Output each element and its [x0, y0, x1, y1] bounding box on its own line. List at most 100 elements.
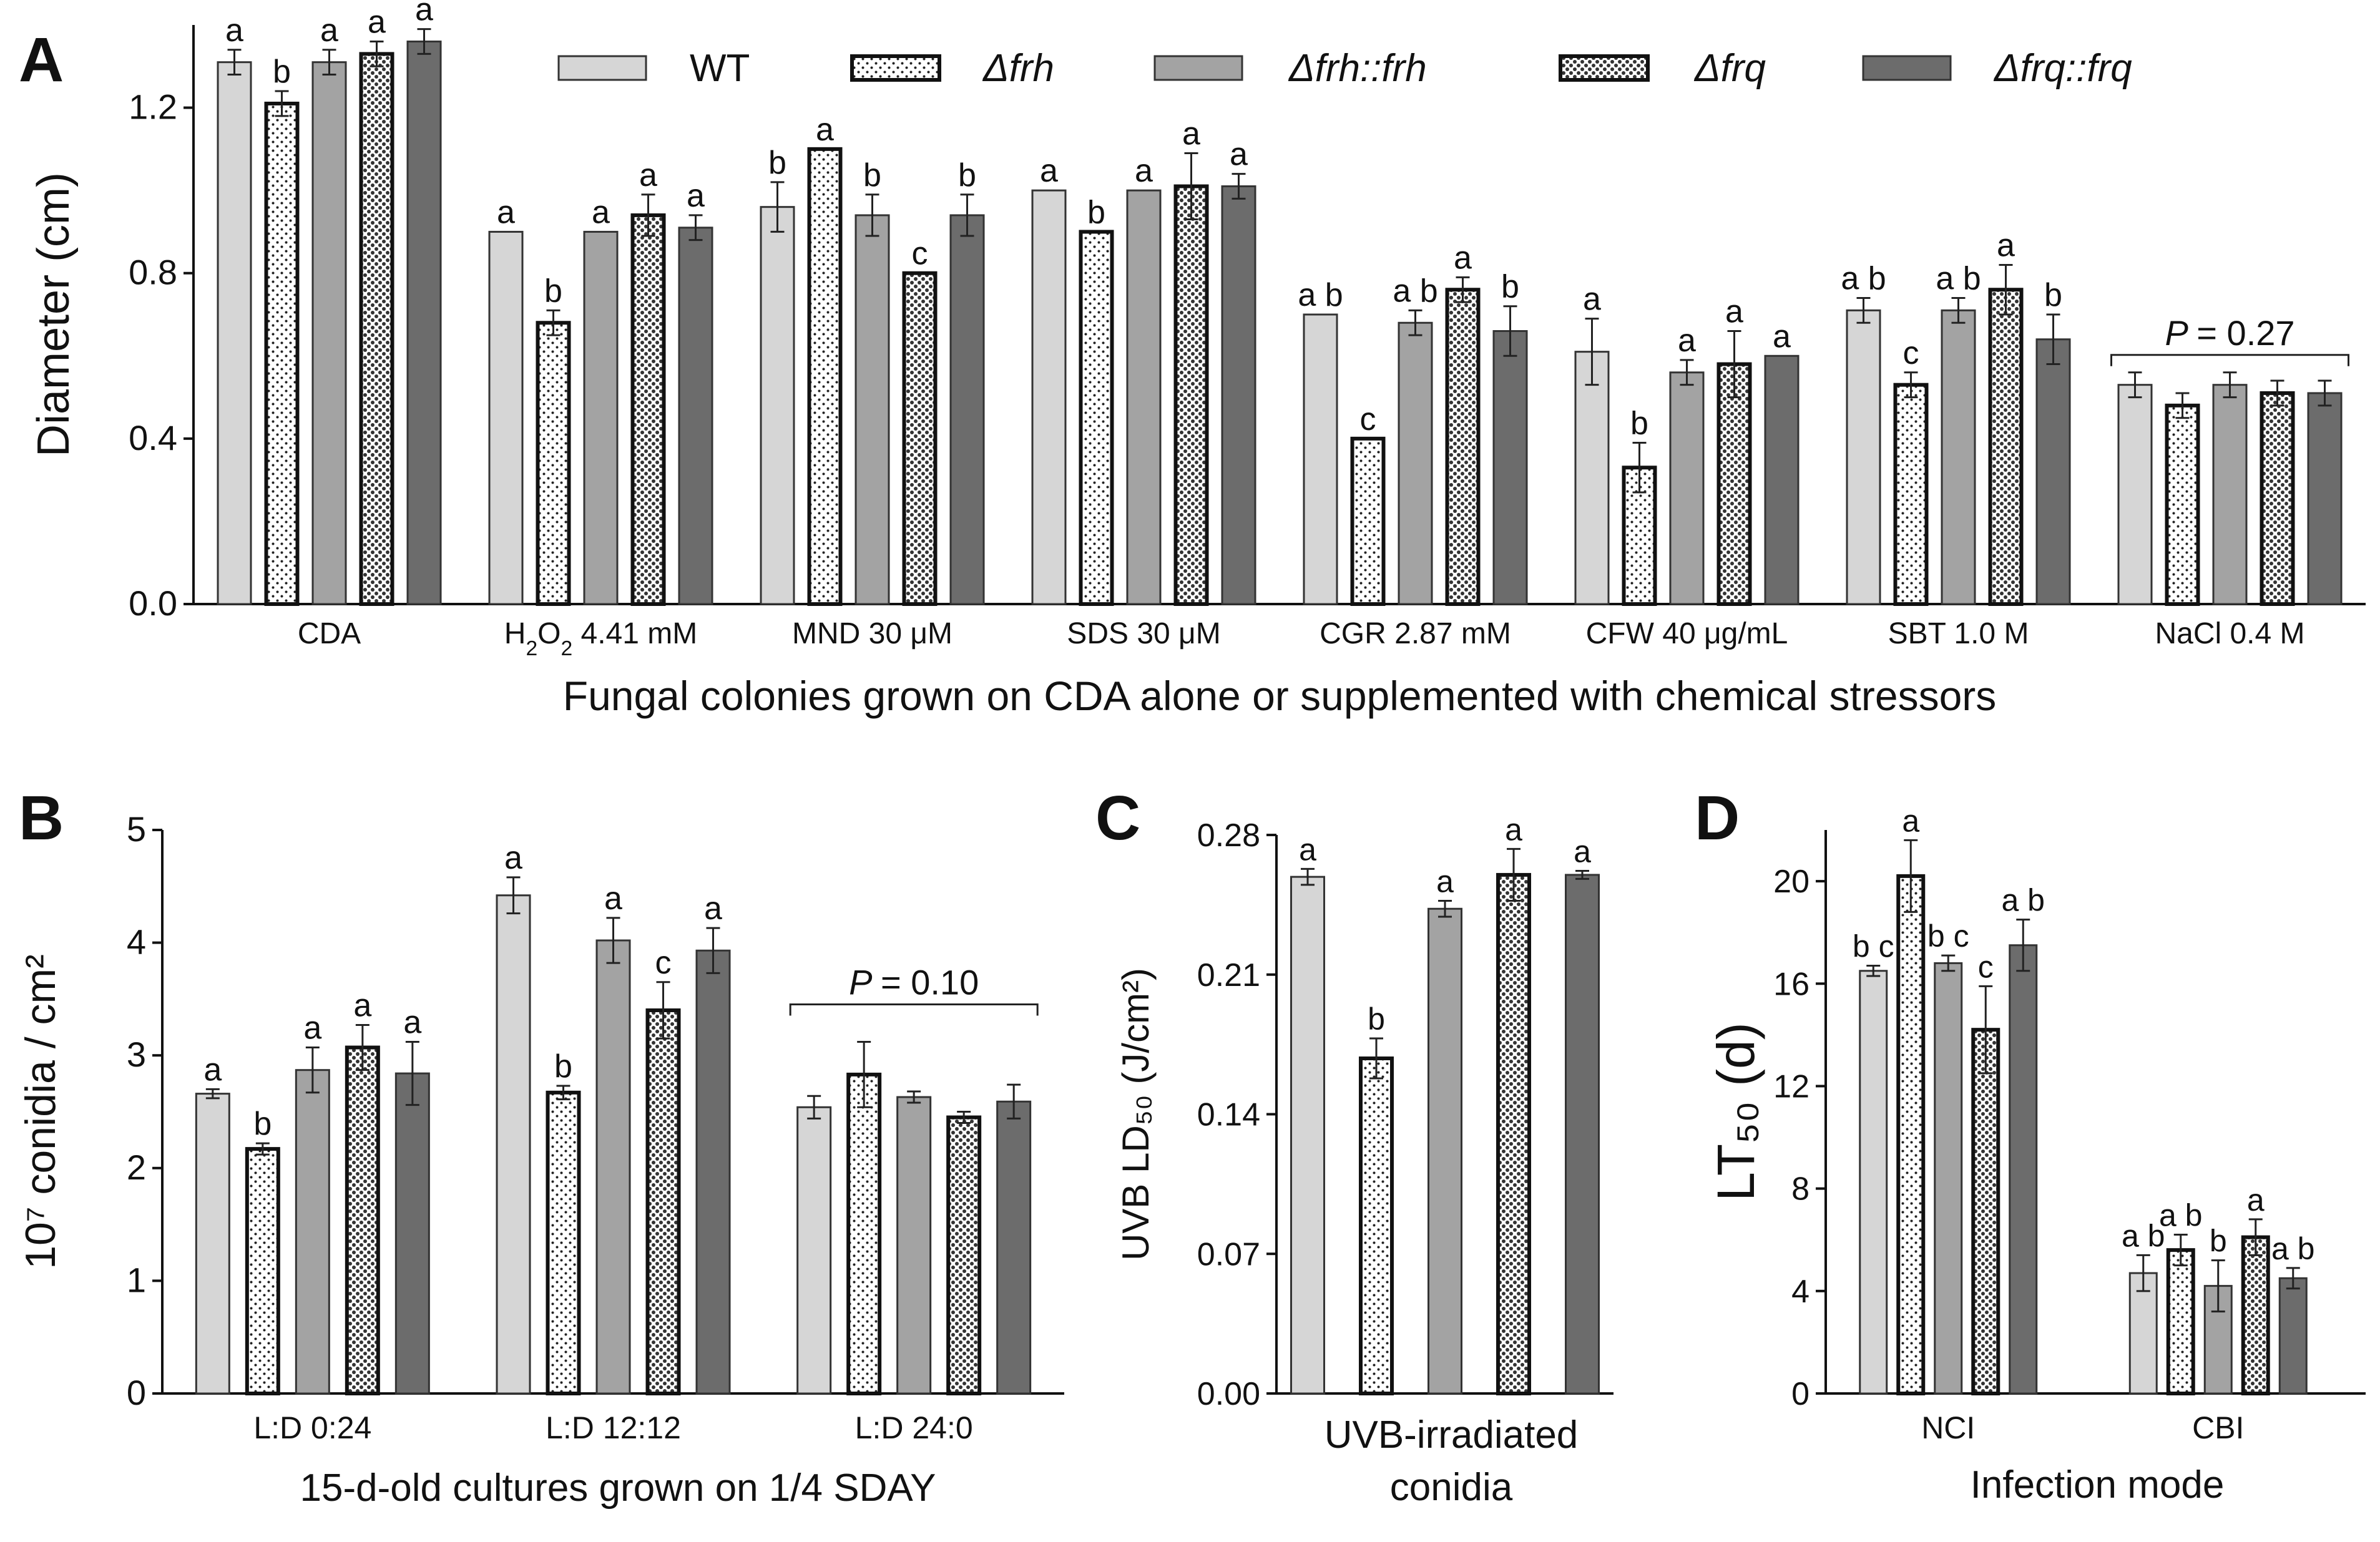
significance-letter: a [303, 1010, 321, 1047]
bar-frh-cgr-2-87-mm [1350, 436, 1386, 606]
x-axis-label: Fungal colonies grown on CDA alone or su… [563, 673, 1997, 719]
bar-wt-h2o2-4-41-mm [488, 230, 524, 605]
bar-frh-frh-l-d-24-0 [896, 1096, 932, 1395]
significance-letter: a [320, 12, 338, 49]
x-tick-label-cda: CDA [298, 617, 361, 650]
y-tick-label: 20 [1773, 864, 1809, 900]
significance-letter: a [353, 987, 371, 1023]
error-bar [305, 1047, 320, 1094]
significance-letter: b [768, 145, 786, 181]
legend-swatch-frq-comp [1862, 55, 1952, 81]
x-tick-label-sds-30-m: SDS 30 μM [1067, 617, 1220, 650]
error-bar [1232, 173, 1246, 200]
error-bar [865, 193, 879, 237]
panel-letter-c: C [1095, 783, 1140, 853]
error-bar [1456, 276, 1470, 303]
bar-frh-l-d-0-24 [245, 1147, 280, 1396]
y-tick-label: 0.28 [1197, 817, 1260, 854]
bar-wt-nacl-0-4-m [2117, 384, 2153, 605]
error-bar [1979, 985, 1993, 1075]
error-bar [370, 41, 384, 67]
y-tick-label: 8 [1791, 1171, 1809, 1208]
y-tick-label: 4 [127, 922, 146, 962]
bar-frq-frq-sbt-1-0-m [2035, 338, 2071, 605]
y-tick-label: 1 [127, 1260, 146, 1299]
significance-letter: b [1087, 194, 1105, 230]
y-tick-label: 1.2 [129, 87, 177, 127]
error-bar [205, 1088, 220, 1100]
bar-wt-c [1290, 876, 1325, 1395]
error-bar [1904, 839, 1918, 913]
significance-letter: b c [1853, 929, 1894, 964]
panel-letter-b: B [19, 783, 64, 853]
error-bar [1951, 296, 1966, 324]
significance-letter: a [2247, 1183, 2265, 1217]
bar-frq-frq-cbi [2278, 1277, 2308, 1395]
panel-b: 0 1 2 3 4 5 10⁷ conidia / cm² 15-d-old cultures… [17, 809, 1064, 1510]
bar-frh-nacl-0-4-m [2165, 403, 2200, 606]
legend-entry-frh-comp: Δfrh::frh [1153, 47, 1427, 90]
significance-letter: c [655, 945, 672, 981]
significance-letter: c [1360, 401, 1376, 437]
significance-letter: a b [2159, 1198, 2203, 1233]
bar-frh-frh-nci [1934, 962, 1963, 1395]
error-bar [2223, 371, 2237, 399]
significance-letter: b c [1927, 919, 1969, 954]
bar-frq-frq-cda [406, 41, 442, 605]
p-value-label: P = 0.27 [2165, 313, 2294, 353]
bar-frq-frq-mnd-30-m [949, 214, 985, 605]
significance-letter: a [639, 157, 657, 193]
error-bar [2175, 392, 2190, 419]
significance-letter: b [2210, 1224, 2227, 1259]
significance-letter: a b [1841, 260, 1886, 296]
error-bar [2318, 379, 2332, 407]
bar-frh-cbi [2166, 1248, 2195, 1396]
significance-letter: a b [2271, 1231, 2315, 1266]
bar-wt-l-d-0-24 [195, 1093, 230, 1395]
significance-letter: a [203, 1052, 222, 1088]
x-axis-label: UVB-irradiated [1325, 1413, 1579, 1457]
error-bar [957, 1111, 971, 1125]
legend: WT Δfrh Δfrh::frh Δfrq Δfrq::frq [557, 47, 2132, 90]
legend-swatch-frh [850, 54, 941, 82]
panel-letter-a: A [19, 25, 64, 95]
error-bar [1507, 847, 1521, 902]
x-axis-label: Infection mode [1971, 1463, 2225, 1506]
significance-letter: b [253, 1106, 272, 1142]
x-tick-label-mnd-30-m: MND 30 μM [792, 617, 952, 650]
error-bar [1503, 305, 1517, 357]
x-tick-label-nci: NCI [1921, 1410, 1975, 1445]
p-value-bracket [2110, 354, 2349, 366]
significance-letter: b [863, 157, 881, 193]
bar-frq-cgr-2-87-mm [1445, 288, 1481, 606]
y-tick-label: 3 [127, 1035, 146, 1074]
bar-frh-l-d-12-12 [546, 1090, 581, 1395]
significance-letter: c [1978, 949, 1994, 984]
bar-frh-nci [1896, 874, 1926, 1395]
bar-frh-frh-sds-30-m [1126, 189, 1162, 605]
error-bar [322, 49, 336, 76]
significance-letter: b [1368, 1002, 1385, 1037]
error-bar [227, 49, 242, 76]
bar-frh-sbt-1-0-m [1893, 383, 1929, 607]
error-bar [1438, 899, 1452, 918]
bar-frh-frh-h2o2-4-41-mm [583, 230, 619, 605]
bar-frq-cbi [2241, 1235, 2270, 1395]
bar-wt-cgr-2-87-mm [1303, 313, 1338, 605]
bar-wt-mnd-30-m [760, 206, 795, 605]
error-bar [1680, 359, 1694, 386]
significance-letter: a [816, 112, 834, 148]
error-bar [355, 1023, 370, 1071]
panel-letter-d: D [1695, 783, 1740, 853]
bar-frh-frh-nacl-0-4-m [2212, 384, 2248, 605]
significance-letter: a [1574, 834, 1591, 869]
x-tick-label-cfw-40-g-ml: CFW 40 μg/mL [1586, 617, 1788, 650]
error-bar [1941, 954, 1956, 972]
error-bar [2136, 1254, 2150, 1292]
legend-label-wt: WT [690, 47, 750, 90]
significance-letter: a [1182, 115, 1200, 152]
significance-letter: a b [1393, 273, 1437, 309]
bar-wt-l-d-12-12 [496, 894, 531, 1395]
bar-frh-frh-cgr-2-87-mm [1398, 321, 1433, 605]
error-bar [506, 876, 521, 915]
